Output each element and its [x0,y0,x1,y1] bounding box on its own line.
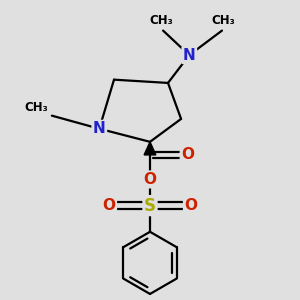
Text: CH₃: CH₃ [150,14,173,27]
Text: N: N [183,48,196,63]
Text: O: O [184,198,197,213]
Text: S: S [144,196,156,214]
Text: CH₃: CH₃ [25,101,49,114]
Text: O: O [181,147,194,162]
Text: CH₃: CH₃ [212,14,236,27]
Text: O: O [143,172,157,187]
Text: O: O [103,198,116,213]
Text: N: N [93,121,106,136]
Polygon shape [144,142,156,155]
